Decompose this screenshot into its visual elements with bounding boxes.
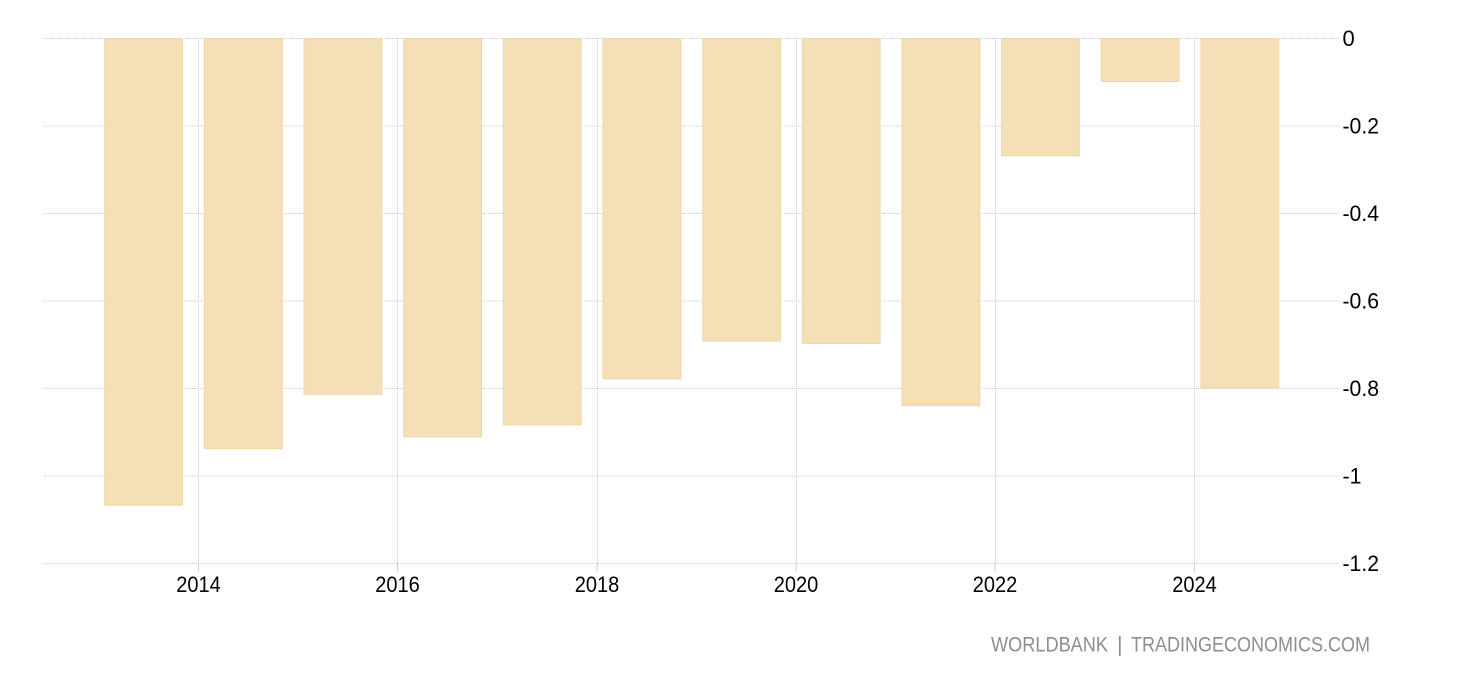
svg-text:2014: 2014 xyxy=(176,572,221,597)
svg-text:0: 0 xyxy=(1343,26,1355,51)
svg-text:|: | xyxy=(1117,633,1123,657)
svg-text:2024: 2024 xyxy=(1172,572,1217,597)
svg-text:-1.2: -1.2 xyxy=(1343,551,1380,576)
svg-text:-1: -1 xyxy=(1343,464,1362,489)
svg-text:-0.6: -0.6 xyxy=(1343,289,1380,314)
svg-text:-0.4: -0.4 xyxy=(1343,201,1380,226)
svg-text:WORLDBANK: WORLDBANK xyxy=(991,633,1109,657)
svg-text:2020: 2020 xyxy=(774,572,819,597)
svg-text:2016: 2016 xyxy=(375,572,420,597)
svg-text:TRADINGECONOMICS.COM: TRADINGECONOMICS.COM xyxy=(1131,633,1370,657)
svg-text:-0.8: -0.8 xyxy=(1343,376,1380,401)
svg-text:2022: 2022 xyxy=(973,572,1018,597)
svg-text:-0.2: -0.2 xyxy=(1343,114,1380,139)
svg-text:2018: 2018 xyxy=(575,572,620,597)
